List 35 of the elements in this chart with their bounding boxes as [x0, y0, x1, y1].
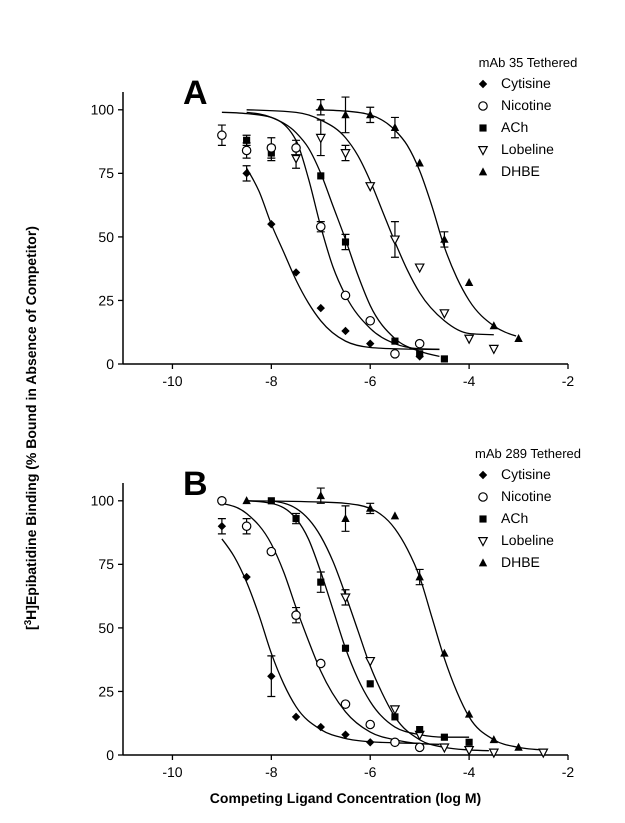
chart-title: B — [183, 465, 208, 503]
x-tick-label: -4 — [462, 764, 476, 780]
chart-title: A — [183, 74, 208, 112]
y-tick-label: 75 — [98, 556, 114, 572]
legend-label: Lobeline — [501, 141, 554, 157]
y-tick-label: 0 — [106, 356, 114, 372]
y-tick-label: 25 — [98, 292, 114, 308]
legend-label: Nicotine — [501, 488, 552, 504]
x-tick-label: -4 — [462, 373, 476, 389]
legend-label: Cytisine — [501, 466, 552, 482]
legend-label: ACh — [501, 510, 528, 526]
legend-label: ACh — [501, 119, 528, 135]
y-tick-label: 50 — [98, 620, 114, 636]
legend-label: DHBE — [501, 163, 540, 179]
x-tick-label: -6 — [364, 373, 377, 389]
x-tick-label: -2 — [562, 764, 574, 780]
legend-label: Nicotine — [501, 97, 552, 113]
y-tick-label: 100 — [90, 492, 114, 509]
x-tick-label: -10 — [162, 764, 183, 780]
y-tick-label: 0 — [106, 746, 114, 763]
x-tick-label: -10 — [162, 373, 183, 389]
x-tick-label: -2 — [562, 373, 574, 389]
legend-label: DHBE — [501, 554, 540, 570]
x-tick-label: -8 — [265, 373, 278, 389]
y-tick-label: 75 — [98, 165, 114, 182]
y-tick-label: 50 — [98, 228, 114, 245]
y-tick-label: 100 — [90, 102, 114, 118]
y-tick-label: 25 — [98, 683, 114, 700]
legend-label: Lobeline — [501, 532, 554, 548]
x-axis-title: Competing Ligand Concentration (log M) — [210, 790, 482, 806]
legend-title: mAb 35 Tethered — [478, 55, 578, 70]
legend-label: Cytisine — [501, 75, 552, 91]
x-tick-label: -8 — [265, 764, 278, 780]
x-tick-label: -6 — [364, 764, 377, 780]
legend-title: mAb 289 Tethered — [475, 446, 581, 461]
